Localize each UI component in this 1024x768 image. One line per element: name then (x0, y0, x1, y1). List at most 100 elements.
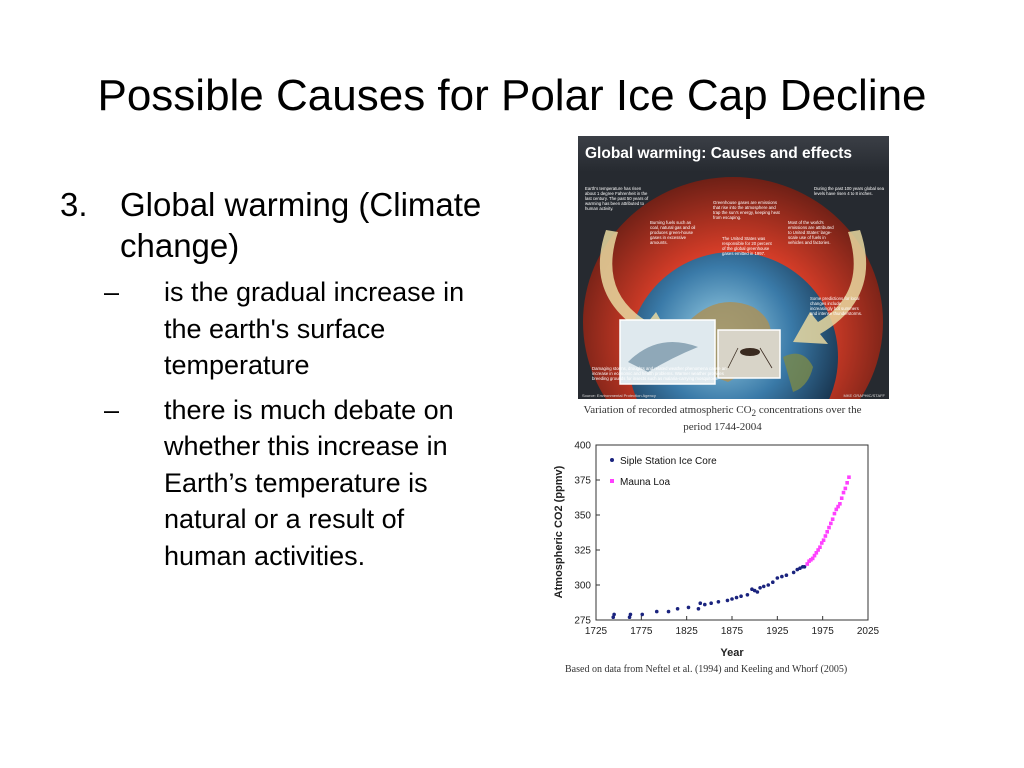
ice-core-point (627, 615, 632, 619)
mauna-loa-point (814, 551, 819, 555)
ice-core-point (730, 597, 734, 601)
mauna-loa-point (832, 511, 837, 516)
note-predictions: Some predictions for local changes inclu… (810, 296, 863, 316)
ice-core-point (725, 598, 730, 603)
note-world-emissions: Most of the world's emissions are attrib… (788, 220, 834, 245)
mauna-loa-point (845, 481, 849, 485)
chart-legend: Siple Station Ice Core Mauna Loa (610, 456, 717, 488)
y-tick-label: 275 (574, 616, 591, 627)
ice-core-point (761, 584, 766, 589)
slide-title: Possible Causes for Polar Ice Cap Declin… (97, 71, 927, 120)
ice-core-point (654, 609, 659, 614)
sub-bullet: – is the gradual increase in the earth's… (60, 274, 490, 384)
x-tick-label: 1925 (766, 626, 789, 637)
ice-core-point (628, 612, 633, 617)
infographic-source: Source: Environmental Protection Agency (582, 393, 656, 398)
mauna-loa-point (812, 553, 817, 558)
data-points (611, 475, 851, 619)
mauna-loa-point (834, 507, 839, 512)
earth-illustration (583, 177, 883, 399)
mauna-loa-point (829, 521, 833, 526)
legend-label: Mauna Loa (620, 477, 670, 488)
y-tick-label: 300 (574, 581, 591, 592)
ice-core-point (802, 565, 807, 569)
co2-chart: Atmospheric CO2 (ppmv) Year Siple Statio… (553, 441, 880, 660)
ice-core-point (703, 602, 707, 607)
global-warming-infographic: Global warming: Causes and effects Earth (578, 136, 889, 399)
item-text: Global warming (Climate change) (120, 186, 482, 264)
chart-caption: Variation of recorded atmospheric CO2 co… (565, 404, 880, 434)
x-tick-label: 2025 (857, 626, 880, 637)
ice-core-point (734, 595, 739, 600)
mauna-loa-point (839, 496, 844, 500)
x-tick-label: 1725 (585, 626, 608, 637)
mauna-loa-point (827, 525, 831, 530)
dash-bullet-icon: – (104, 277, 120, 307)
note-damage: Damaging storms, droughts and related we… (592, 366, 727, 381)
mauna-loa-point (818, 545, 822, 549)
numbered-item: 3. Global warming (Climate change) (60, 184, 490, 266)
mauna-loa-point (816, 548, 820, 552)
caption-text: Variation of recorded atmospheric CO (583, 404, 752, 416)
ice-core-point (696, 607, 701, 611)
infographic-credit: MKE GRAPHIC/STAFF (843, 393, 885, 398)
caption-text-end: concentrations over the (756, 404, 862, 416)
y-tick-label: 400 (574, 441, 591, 452)
ice-core-point (771, 580, 775, 584)
x-tick-label: 1875 (721, 626, 744, 637)
ice-core-point (709, 601, 713, 605)
y-axis-label: Atmospheric CO2 (ppmv) (553, 465, 565, 598)
mauna-loa-point (830, 517, 835, 521)
legend-label: Siple Station Ice Core (620, 456, 717, 467)
mauna-loa-point (821, 538, 826, 542)
mauna-loa-point (847, 475, 851, 479)
ice-core-point (716, 600, 721, 604)
mauna-loa-point (819, 541, 824, 545)
ice-core-point (752, 588, 757, 593)
mauna-loa-point (810, 556, 815, 561)
legend-marker (610, 479, 614, 483)
storm-swirl (628, 342, 698, 372)
note-fuels: Burning fuels such as coal, natural gas … (650, 220, 696, 245)
plot-area (595, 444, 869, 621)
mauna-loa-point (809, 558, 813, 562)
mauna-loa-point (805, 562, 810, 566)
note-united-states: The United States was responsible for 20… (722, 236, 772, 256)
ice-core-point (775, 576, 780, 580)
ice-core-point (755, 590, 760, 594)
ice-core-point (791, 570, 796, 575)
mauna-loa-point (823, 534, 828, 538)
y-tick-label: 375 (574, 476, 591, 487)
ice-core-point (745, 593, 750, 597)
x-tick-label: 1825 (676, 626, 699, 637)
continent-shape (783, 353, 813, 392)
dash-bullet-icon: – (104, 394, 120, 425)
mauna-loa-point (807, 559, 811, 563)
ice-core-point (784, 573, 789, 577)
arrow-icon (793, 230, 867, 344)
y-tick-label: 350 (574, 511, 591, 522)
y-tick-label: 325 (574, 546, 591, 557)
caption-period: period 1744-2004 (683, 420, 762, 433)
sub-bullet-text: there is much debate on whether this inc… (164, 394, 454, 571)
ice-core-point (686, 605, 691, 610)
ice-core-point (758, 586, 762, 590)
ice-core-point (675, 607, 680, 611)
arrow-icon (599, 230, 673, 344)
mauna-loa-point (843, 486, 848, 491)
ice-core-point (798, 566, 802, 570)
ice-core-point (698, 601, 703, 605)
mauna-loa-point (841, 490, 846, 495)
sub-bullet-text: is the gradual increase in the earth's s… (164, 277, 465, 380)
x-tick-label: 1975 (812, 626, 835, 637)
ice-core-point (795, 567, 800, 572)
item-number: 3. (60, 186, 88, 223)
ice-core-point (750, 587, 754, 591)
note-greenhouse: Greenhouse gases are emissions that rise… (713, 200, 780, 220)
ice-core-point (612, 612, 616, 617)
mosquito-icon (740, 348, 760, 356)
mauna-loa-point (838, 502, 842, 506)
note-sea-level: During the past 100 years global sea lev… (814, 186, 884, 196)
infographic-title: Global warming: Causes and effects (578, 136, 889, 172)
ice-core-point (640, 612, 645, 617)
